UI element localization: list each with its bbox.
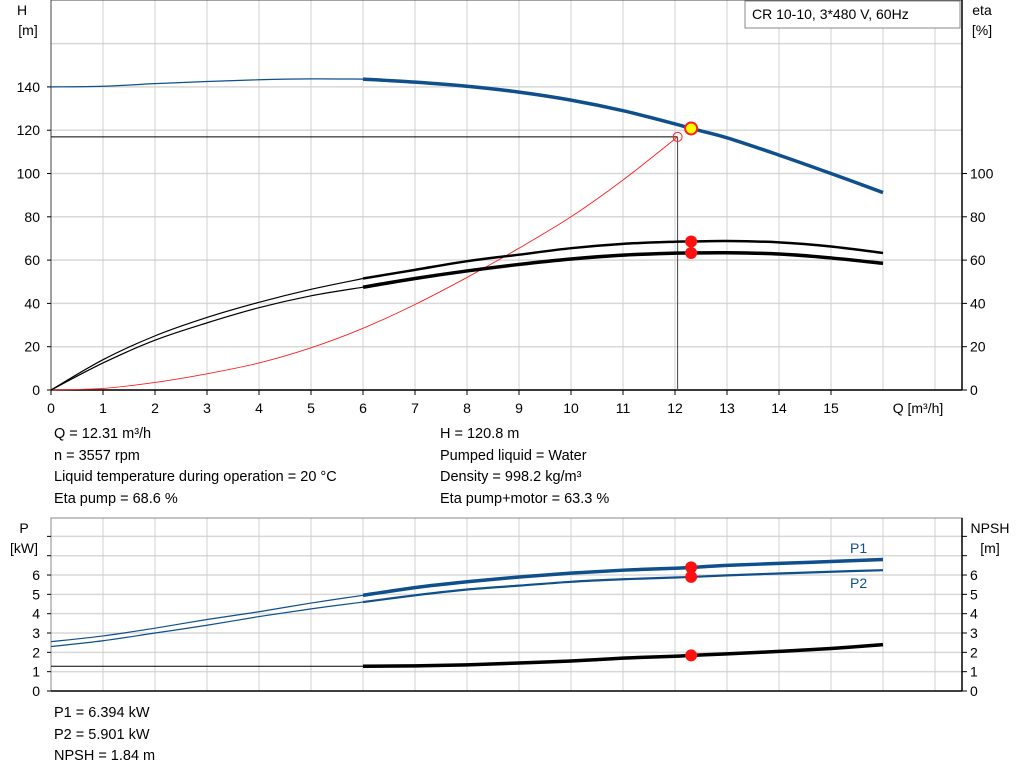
system-curve bbox=[50, 136, 678, 391]
npsh-tick-label: 3 bbox=[970, 625, 978, 641]
eta-tick-label: 40 bbox=[970, 295, 986, 311]
eta-axis-label: eta bbox=[972, 2, 992, 18]
h-axis-label: H bbox=[17, 2, 27, 18]
p-tick-label: 3 bbox=[32, 625, 40, 641]
eta-pump-motor-curve-line bbox=[362, 250, 884, 289]
eta-tick-label: 0 bbox=[970, 382, 978, 398]
eta-tick-label: 20 bbox=[970, 339, 986, 355]
q-tick-label: 5 bbox=[307, 400, 315, 416]
q-tick-label: 2 bbox=[151, 400, 159, 416]
operating-info-left: Q = 12.31 m³/h n = 3557 rpm Liquid tempe… bbox=[54, 424, 337, 510]
p2-curve-line-extended bbox=[50, 601, 364, 648]
eta-pump-curve-line bbox=[362, 239, 884, 280]
p2-series-label: P2 bbox=[850, 575, 867, 591]
info-speed: n = 3557 rpm bbox=[54, 447, 140, 464]
info-liquid: Pumped liquid = Water bbox=[440, 447, 587, 464]
info-npsh: NPSH = 1.84 m bbox=[54, 748, 156, 764]
npsh-marker bbox=[685, 649, 698, 662]
power-info: P1 = 6.394 kW P2 = 5.901 kW NPSH = 1.84 … bbox=[54, 703, 155, 768]
info-q: Q = 12.31 m³/h bbox=[54, 426, 152, 442]
npsh-tick-label: 2 bbox=[970, 644, 978, 660]
p-tick-label: 1 bbox=[32, 664, 40, 680]
info-eta-pump-motor: Eta pump+motor = 63.3 % bbox=[440, 490, 610, 507]
q-tick-label: 4 bbox=[255, 400, 263, 416]
q-tick-label: 14 bbox=[771, 400, 787, 416]
info-p1: P1 = 6.394 kW bbox=[54, 705, 150, 721]
p1-curve-line-extended bbox=[50, 594, 364, 643]
system-point-marker bbox=[672, 131, 683, 142]
p-tick-label: 2 bbox=[32, 644, 40, 660]
h-tick-label: 100 bbox=[17, 166, 41, 182]
h-tick-label: 20 bbox=[24, 339, 40, 355]
q-tick-label: 3 bbox=[203, 400, 211, 416]
p-tick-label: 0 bbox=[32, 683, 40, 699]
q-tick-label: 13 bbox=[719, 400, 735, 416]
p-axis-unit: [kW] bbox=[10, 540, 38, 556]
q-tick-label: 8 bbox=[463, 400, 471, 416]
h-tick-label: 140 bbox=[17, 79, 41, 95]
chart-title: CR 10-10, 3*480 V, 60Hz bbox=[752, 6, 909, 22]
info-head: H = 120.8 m bbox=[440, 426, 520, 442]
npsh-axis-unit: [m] bbox=[980, 540, 999, 556]
q-tick-label: 7 bbox=[411, 400, 419, 416]
info-density: Density = 998.2 kg/m³ bbox=[440, 469, 582, 485]
npsh-tick-label: 4 bbox=[970, 606, 978, 622]
info-temperature: Liquid temperature during operation = 20… bbox=[54, 469, 337, 485]
p-tick-label: 5 bbox=[32, 586, 40, 602]
npsh-tick-label: 0 bbox=[970, 683, 978, 699]
npsh-tick-label: 6 bbox=[970, 567, 978, 583]
h-tick-label: 80 bbox=[24, 209, 40, 225]
eta-tick-label: 60 bbox=[970, 252, 986, 268]
eta-pump-motor-curve-line-extended bbox=[50, 286, 364, 391]
plot-frame-top bbox=[50, 0, 963, 391]
p2-curve-line bbox=[362, 569, 884, 604]
q-tick-label: 9 bbox=[515, 400, 523, 416]
eta-tick-label: 80 bbox=[970, 209, 986, 225]
q-tick-label: 11 bbox=[616, 400, 631, 416]
p-tick-label: 4 bbox=[32, 606, 40, 622]
info-p2: P2 = 5.901 kW bbox=[54, 726, 150, 743]
q-tick-label: 0 bbox=[47, 400, 55, 416]
npsh-axis-label: NPSH bbox=[971, 520, 1010, 536]
q-tick-label: 15 bbox=[823, 400, 839, 416]
duty-point-marker bbox=[684, 121, 699, 136]
h-tick-label: 0 bbox=[32, 382, 40, 398]
h-tick-label: 60 bbox=[24, 252, 40, 268]
q-tick-label: 6 bbox=[359, 400, 367, 416]
p-axis-label: P bbox=[19, 520, 28, 536]
info-eta-pump: Eta pump = 68.6 % bbox=[54, 490, 178, 507]
eta-pump-marker bbox=[685, 235, 698, 248]
q-tick-label: 1 bbox=[99, 400, 107, 416]
h-axis-unit: [m] bbox=[18, 22, 37, 38]
eta-tick-label: 100 bbox=[970, 166, 994, 182]
p2-marker bbox=[685, 570, 698, 583]
q-axis-label: Q [m³/h] bbox=[893, 400, 944, 416]
p1-curve-line bbox=[362, 557, 884, 598]
head-curve-line bbox=[362, 77, 884, 195]
h-tick-label: 40 bbox=[24, 295, 40, 311]
npsh-tick-label: 1 bbox=[970, 664, 978, 680]
npsh-line bbox=[362, 642, 884, 669]
eta-pump-curve-line-extended bbox=[50, 277, 364, 391]
eta-axis-unit: [%] bbox=[972, 22, 992, 38]
operating-info-right: H = 120.8 m Pumped liquid = Water Densit… bbox=[440, 424, 609, 510]
p1-marker bbox=[685, 561, 698, 574]
h-tick-label: 120 bbox=[17, 122, 41, 138]
q-tick-label: 10 bbox=[563, 400, 579, 416]
title-box bbox=[744, 0, 961, 29]
npsh-tick-label: 5 bbox=[970, 586, 978, 602]
eta-pump-motor-marker bbox=[685, 246, 698, 259]
p-tick-label: 6 bbox=[32, 567, 40, 583]
head-curve-line-extended bbox=[50, 78, 364, 88]
q-tick-label: 12 bbox=[667, 400, 683, 416]
p1-series-label: P1 bbox=[850, 540, 867, 556]
